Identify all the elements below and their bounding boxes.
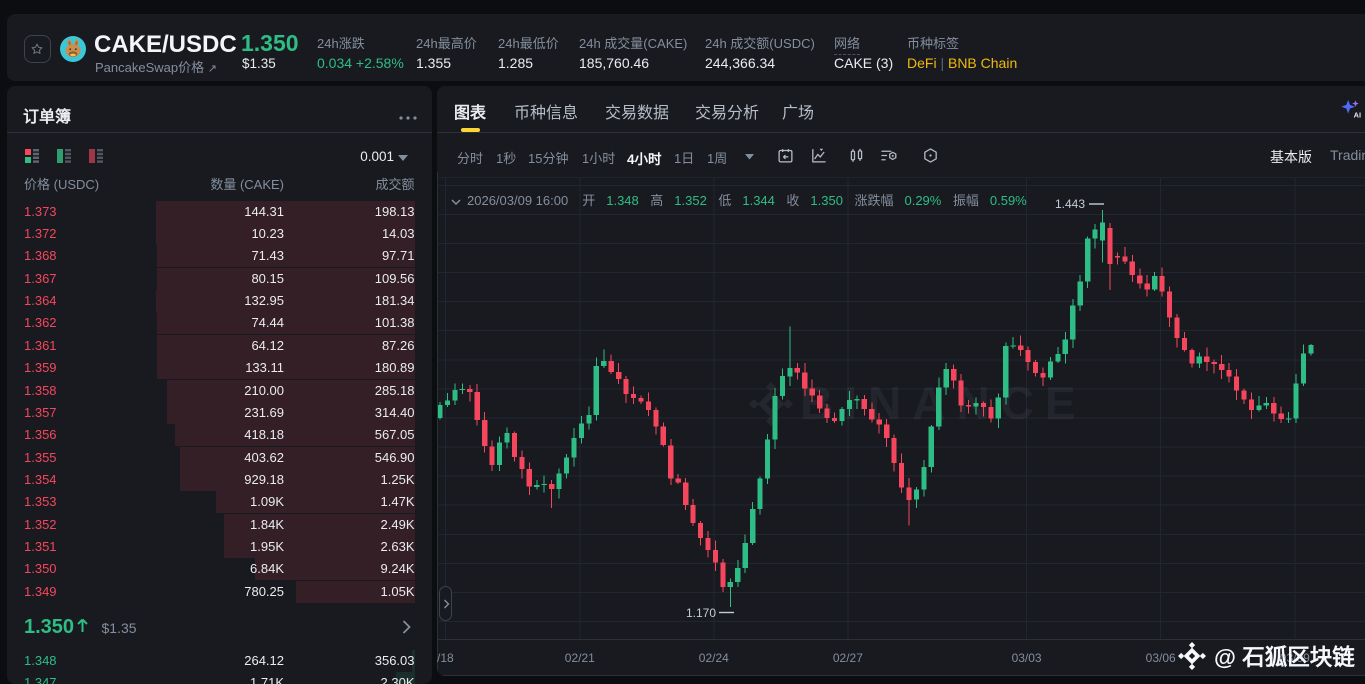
svg-text:03/03: 03/03 (1012, 651, 1042, 665)
svg-text:02/27: 02/27 (833, 651, 863, 665)
svg-text:03/06: 03/06 (1146, 651, 1176, 665)
svg-text:03/09: 03/09 (1280, 651, 1310, 665)
svg-text:BINANCE: BINANCE (800, 377, 1087, 429)
svg-text:AI: AI (1354, 110, 1361, 119)
svg-text:02/21: 02/21 (565, 651, 595, 665)
svg-text:02/24: 02/24 (699, 651, 729, 665)
svg-text:1.170: 1.170 (686, 606, 716, 620)
svg-text:/18: /18 (437, 651, 454, 665)
svg-text:1.443: 1.443 (1055, 197, 1085, 211)
